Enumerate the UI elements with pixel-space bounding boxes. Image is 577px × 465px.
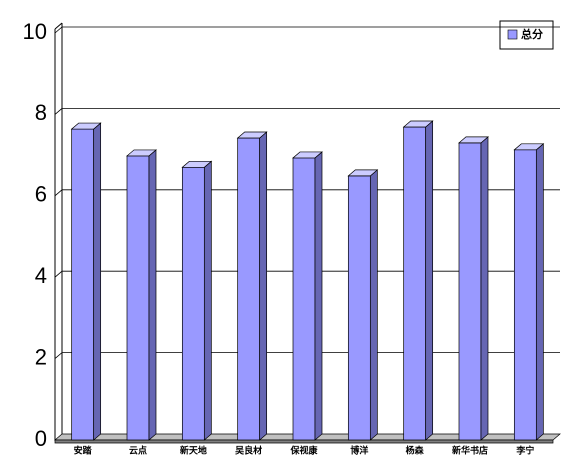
bar-face: [458, 136, 489, 144]
bar-face: [458, 142, 482, 441]
bar-face: [126, 155, 150, 441]
bar-face: [403, 126, 427, 441]
grid-line: [54, 189, 560, 197]
x-tick-label: 博洋: [350, 445, 368, 457]
x-tick-label: 安踏: [74, 445, 93, 457]
y-tick-label: 4: [35, 263, 47, 288]
bar: [513, 143, 545, 441]
bar-face: [71, 128, 95, 441]
bar: [402, 120, 434, 441]
x-tick-label: 李宁: [515, 445, 534, 457]
grid-line: [54, 352, 560, 359]
bar: [126, 149, 157, 441]
bar-face: [480, 136, 489, 441]
bar-face: [292, 157, 316, 441]
bar-face: [513, 149, 537, 441]
x-tick-label: 杨森: [406, 445, 425, 457]
grid-line: [54, 26, 560, 34]
legend-label: 总分: [521, 27, 543, 41]
bar: [347, 169, 379, 441]
bar-face: [126, 149, 157, 157]
x-tick-label: 新华书店: [452, 445, 488, 457]
floor: [54, 439, 554, 444]
bar-face: [513, 143, 545, 151]
grid-line: [54, 108, 560, 115]
bar: [70, 122, 102, 441]
bar-face: [535, 143, 544, 441]
bar-face: [70, 122, 102, 130]
bar-face: [292, 151, 323, 159]
y-tick-label: 2: [35, 344, 47, 369]
bar-face: [314, 151, 323, 441]
x-tick-label: 保视康: [289, 445, 318, 457]
axis-line: [54, 22, 63, 30]
bar: [236, 131, 268, 441]
bar-face: [236, 131, 268, 139]
x-tick-label: 吴良材: [235, 445, 262, 457]
y-tick-label: 8: [35, 100, 47, 125]
bar-face: [181, 166, 205, 441]
bar-face: [425, 120, 434, 441]
x-tick-label: 云点: [129, 445, 147, 457]
bar-face: [369, 169, 378, 441]
bar: [181, 160, 213, 441]
x-tick-label: 新天地: [180, 445, 207, 457]
bar: [292, 151, 323, 441]
bar-face: [237, 137, 261, 441]
bar-face: [203, 160, 212, 441]
bar-face: [402, 120, 434, 128]
legend-swatch: [507, 29, 518, 40]
grid-line: [54, 270, 560, 278]
y-tick-label: 6: [35, 182, 47, 207]
bar-face: [181, 160, 213, 168]
bar-face: [148, 149, 157, 441]
bar-face: [93, 122, 102, 441]
bar-face: [259, 131, 268, 441]
y-tick-label: 10: [23, 19, 47, 44]
bar: [458, 136, 489, 441]
bar-face: [347, 169, 379, 177]
y-tick-label: 0: [35, 426, 47, 451]
bar-face: [347, 175, 371, 441]
